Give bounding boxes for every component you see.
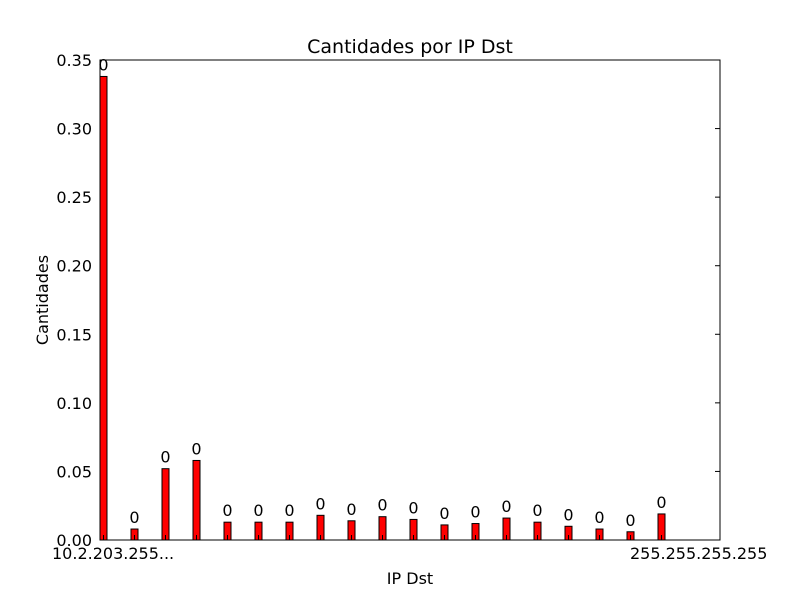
bar (192, 459, 201, 541)
x-tick-label-overlap: 10.2.203.255... (52, 544, 174, 563)
chart-title: Cantidades por IP Dst (307, 36, 513, 58)
y-tick-label: 0.35 (56, 51, 92, 70)
bar-data-label: 0 (346, 500, 356, 519)
bar-data-label: 0 (439, 504, 449, 523)
bar (161, 468, 170, 541)
bar (99, 75, 108, 541)
bar-data-label: 0 (191, 439, 201, 458)
bar-data-label: 0 (377, 496, 387, 515)
y-tick-label: 0.15 (56, 325, 92, 344)
bar-data-label: 0 (656, 493, 666, 512)
y-tick-label: 0.30 (56, 120, 92, 139)
bar-data-label: 0 (160, 448, 170, 467)
x-axis-label: IP Dst (387, 569, 433, 588)
bar-data-label: 0 (408, 498, 418, 517)
bar-data-label: 0 (222, 501, 232, 520)
y-tick-label: 0.25 (56, 188, 92, 207)
y-axis-label: Cantidades (33, 255, 52, 345)
bar-data-label: 0 (563, 505, 573, 524)
y-tick-label: 0.10 (56, 394, 92, 413)
bar-data-label: 0 (253, 501, 263, 520)
bar-data-label: 0 (98, 55, 108, 74)
bar-data-label: 0 (501, 497, 511, 516)
bar-data-label: 0 (470, 503, 480, 522)
bar-data-label: 0 (532, 501, 542, 520)
y-tick-label: 0.05 (56, 462, 92, 481)
bar-data-label: 0 (129, 508, 139, 527)
y-tick-label: 0.20 (56, 257, 92, 276)
plot-frame (99, 59, 721, 541)
bar-data-label: 0 (315, 494, 325, 513)
bar-data-label: 0 (284, 501, 294, 520)
bar-data-label: 0 (625, 511, 635, 530)
bars-group: 0 0 0 0 0 0 0 0 0 0 0 0 0 0 0 0 0 0 0 (98, 55, 667, 541)
bar-data-label: 0 (594, 508, 604, 527)
x-tick-label-end: 255.255.255.255 (630, 544, 767, 563)
y-axis-ticks: 0.00 0.05 0.10 0.15 0.20 0.25 0.30 0.35 (56, 51, 720, 550)
y-tick-label: 0.00 (56, 531, 92, 550)
